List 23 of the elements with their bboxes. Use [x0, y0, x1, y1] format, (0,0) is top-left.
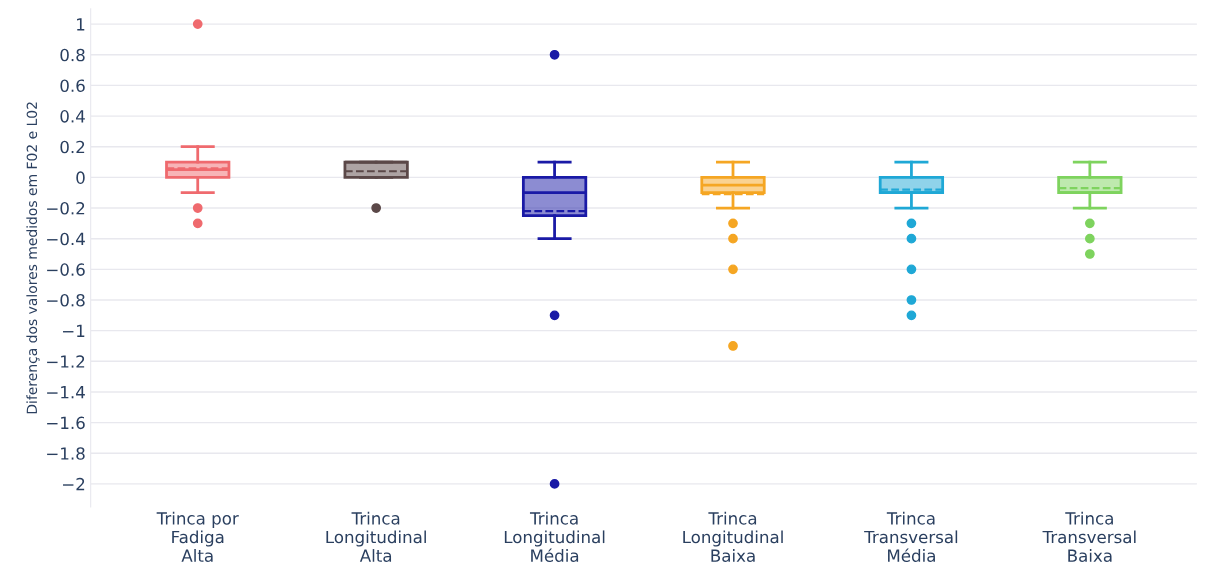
y-tick-label: −0.6 [47, 263, 85, 276]
y-tick-label: −0.4 [47, 232, 85, 246]
x-tick-label: Trinca Longitudinal Alta [326, 511, 426, 562]
y-tick-label: 1 [77, 18, 85, 31]
y-tick-label: −0.2 [47, 201, 85, 215]
y-tick-label: −0.8 [47, 293, 85, 307]
y-tick-label: −2 [63, 477, 85, 491]
y-tick-label: 0.2 [60, 140, 85, 154]
y-tick-label: 0.8 [60, 48, 85, 62]
x-tick-label: Trinca Longitudinal Média [504, 511, 605, 562]
y-tick-label: 0.6 [60, 79, 85, 92]
y-tick-label: −1.2 [47, 355, 85, 368]
y-axis-title: Diferença dos valores medidos em F02 e L02 [26, 102, 40, 414]
y-tick-label: −1.6 [47, 416, 85, 430]
x-tick-label: Trinca por Fadiga Alta [156, 511, 239, 562]
y-tick-label: −1.4 [47, 386, 85, 399]
x-tick-label: Trinca Transversal Baixa [1042, 511, 1136, 562]
x-tick-label: Trinca Longitudinal Baixa [683, 511, 783, 562]
y-tick-label: 0 [76, 171, 85, 184]
y-tick-label: −1.8 [47, 447, 85, 460]
y-tick-label: 0.4 [60, 110, 85, 123]
y-tick-label: −1 [63, 324, 85, 337]
x-tick-label: Trinca Transversal Média [864, 511, 958, 562]
